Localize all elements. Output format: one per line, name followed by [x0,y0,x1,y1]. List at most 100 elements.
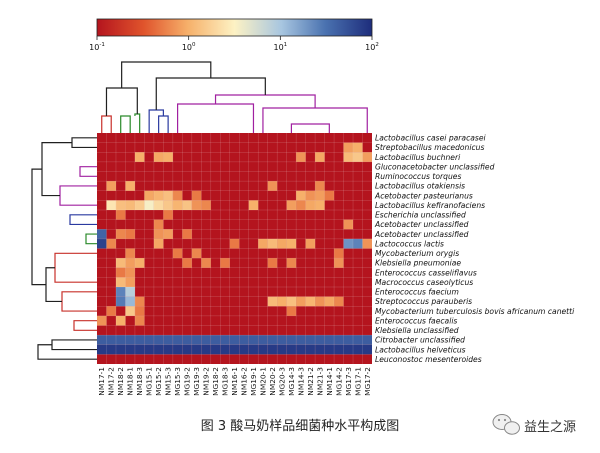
column-label: NM17-2 [107,367,116,396]
heatmap-cell [305,344,316,355]
wechat-icon [492,414,520,435]
heatmap-cell [163,210,173,220]
column-label: NM20-2 [268,367,277,396]
heatmap-cell [315,190,325,201]
row-label: Enterococcus casseliflavus [375,268,477,277]
heatmap-cell [106,200,116,211]
heatmap-cell [97,229,107,239]
heatmap-cell [172,344,183,355]
heatmap-cell [201,200,211,211]
heatmap-cell [134,344,145,355]
heatmap-cell [115,344,126,355]
heatmap-cell [115,335,126,345]
dendrogram-branch [51,339,97,351]
dendrogram-branch [69,214,97,226]
row-label: Mycobacterium orygis [375,249,459,258]
heatmap-cell [277,344,287,355]
heatmap-cell [258,238,268,249]
heatmap-cell [191,190,202,201]
heatmap-cell [315,335,325,345]
heatmap-cell [125,306,135,316]
heatmap-cell [286,344,297,355]
heatmap-cell [258,344,268,355]
heatmap-cell [106,344,116,355]
column-label: MG14-3 [287,367,296,396]
heatmap-cell [134,258,145,268]
heatmap-cell [163,152,173,162]
dendrogram-branch [121,61,212,88]
heatmap-cell [153,344,164,355]
heatmap-cell [296,152,306,162]
heatmap-cell [286,296,297,307]
heatmap-cell [163,200,173,211]
heatmap-cell [115,258,126,268]
column-label: MG19-1 [249,367,258,396]
heatmap-cell [248,200,259,211]
colorbar-tick-label: 101 [273,42,287,52]
heatmap-cell [248,344,259,355]
row-label: Lactococcus lactis [375,239,444,248]
dendrogram-branch [134,113,141,133]
column-label: NM14-3 [296,367,305,396]
heatmap-cell [305,296,316,307]
dendrogram-branch [262,107,368,133]
row-dendrogram [31,137,97,360]
dendrogram-branch [31,168,46,286]
figure-caption: 图 3 酸马奶样品细菌种水平构成图 [201,419,400,434]
heatmap-cell [97,344,107,355]
heatmap-cell [125,344,135,355]
column-label: NM21-3 [315,367,324,396]
heatmap-cell [115,200,126,211]
heatmap-cell [172,200,183,211]
heatmap-cell [106,181,116,191]
heatmap-cell [220,335,230,345]
heatmap-cell [153,335,164,345]
row-label: Klebsiella pneumoniae [375,259,461,268]
heatmap-cell [267,296,278,307]
heatmap-cell [324,335,335,345]
heatmap-cell [210,344,221,355]
heatmap-cell [115,267,126,278]
heatmap-cell [134,200,145,211]
heatmap-cell [191,335,202,345]
heatmap-cell [163,335,173,345]
heatmap-cell [353,238,363,249]
dendrogram-branch [41,142,72,197]
heatmap-cell [182,229,192,239]
heatmap-cell [125,335,135,345]
heatmap-cell [153,219,164,230]
heatmap-cell [144,335,154,345]
heatmap-cell [277,238,287,249]
column-label: MG20-3 [277,367,286,396]
heatmap-cell [305,335,316,345]
heatmap-cell [324,190,335,201]
heatmap-cell [97,315,107,326]
heatmap-cell [353,142,363,153]
row-label: Ruminococcus torques [375,172,461,181]
heatmap-cell [134,152,145,162]
heatmap-cell [324,296,335,307]
dendrogram-branch [155,77,266,110]
heatmap-cell [125,229,135,239]
row-label: Streptococcus parauberis [375,297,472,306]
column-label: MG17-2 [363,367,372,396]
heatmap-cell [343,238,354,249]
heatmap-cell [182,258,192,268]
heatmap-cell [163,229,173,239]
heatmap-cell [343,344,354,355]
heatmap-cell [153,200,164,211]
heatmap-cell [125,258,135,268]
row-labels: Lactobacillus casei paracaseiStreptobaci… [374,134,575,364]
heatmap-cell [115,277,126,288]
column-labels: NM17-1 NM17-2 NM18-2 NM18-1 NM18-3 MG15-1 MG15… [97,367,372,396]
heatmap-cell [353,335,363,345]
row-label: Lactobacillus kefiranofaciens [375,201,485,210]
heatmap-cell [286,238,297,249]
heatmap-cell [182,344,192,355]
heatmap-cell [334,335,344,345]
colorbar-tick-label: 10-1 [89,42,105,52]
heatmap-cell [267,238,278,249]
colorbar-ticks: 10-1 100 101 102 [89,36,379,52]
column-label: MG17-1 [353,367,362,396]
